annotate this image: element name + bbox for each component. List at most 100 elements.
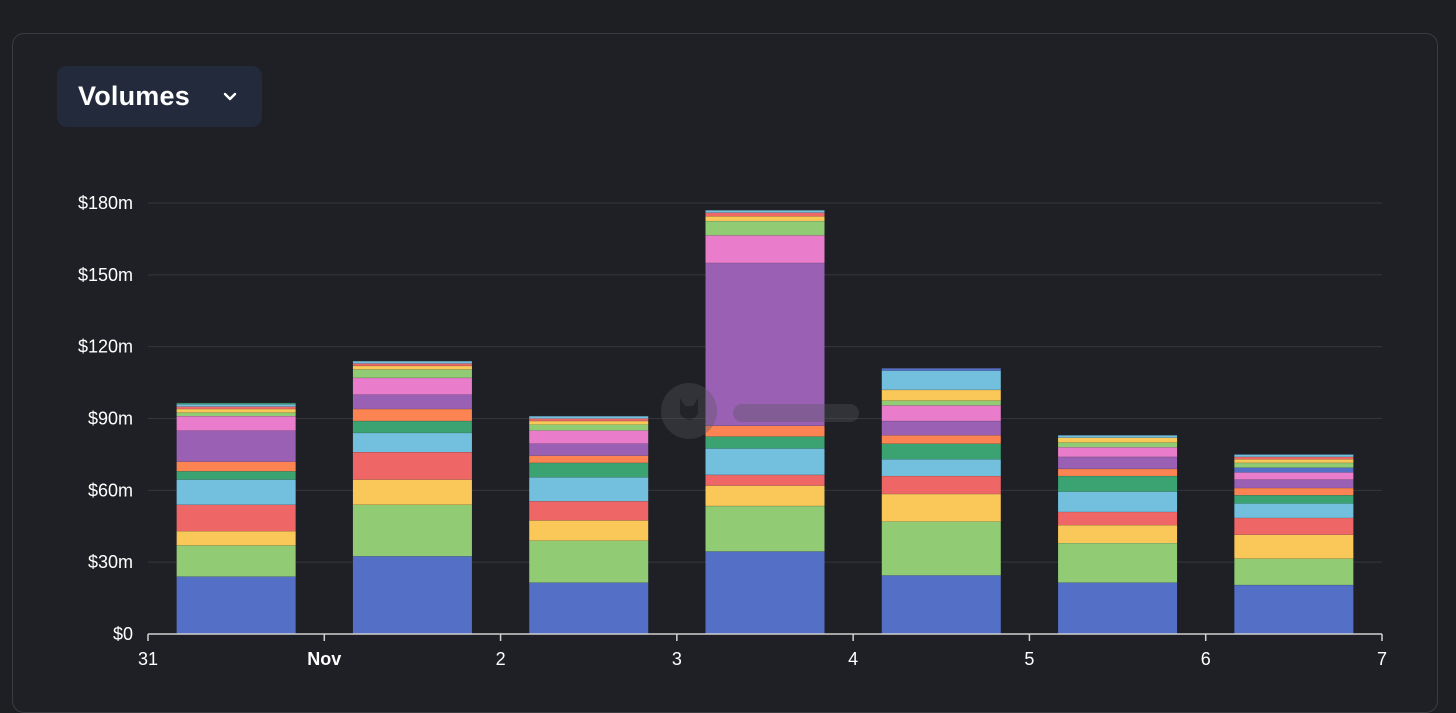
bar-stack[interactable] [881,367,1001,634]
bar-segment[interactable] [176,430,296,462]
bar-segment[interactable] [705,485,825,506]
bar-segment[interactable] [1058,456,1178,469]
bar-segment[interactable] [352,363,472,366]
bar-segment[interactable] [1234,462,1354,468]
bar-segment[interactable] [881,370,1001,390]
bar-segment[interactable] [176,408,296,413]
bar-segment[interactable] [176,479,296,505]
bar-segment[interactable] [705,220,825,236]
bar-segment[interactable] [1234,467,1354,473]
bar-segment[interactable] [352,408,472,421]
bar-segment[interactable] [176,531,296,546]
bar-segment[interactable] [352,377,472,395]
bar-segment[interactable] [1234,558,1354,585]
bar-segment[interactable] [352,432,472,453]
bar-segment[interactable] [1234,584,1354,634]
bar-segment[interactable] [1058,491,1178,512]
bar-segment[interactable] [881,575,1001,634]
bar-segment[interactable] [352,479,472,505]
bar-segment[interactable] [705,216,825,221]
bar-segment[interactable] [176,545,296,577]
bar-segment[interactable] [1058,447,1178,457]
bar-segment[interactable] [176,404,296,407]
metric-selector[interactable]: Volumes [57,66,262,127]
bar-segment[interactable] [881,405,1001,421]
bar-segment[interactable] [881,493,1001,522]
bar-segment[interactable] [529,540,649,583]
bar-segment[interactable] [881,521,1001,576]
bar-segment[interactable] [352,420,472,433]
bar-segment[interactable] [352,504,472,557]
bar-segment[interactable] [176,576,296,634]
bar-segment[interactable] [705,425,825,437]
bar-stack[interactable] [1234,454,1354,634]
bar-segment[interactable] [705,551,825,634]
bar-segment[interactable] [705,235,825,263]
bar-segment[interactable] [1058,582,1178,634]
bar-segment[interactable] [705,436,825,449]
bar-segment[interactable] [352,452,472,480]
bar-segment[interactable] [1234,472,1354,480]
bar-segment[interactable] [529,424,649,431]
bar-segment[interactable] [705,212,825,217]
bar-segment[interactable] [529,501,649,521]
bar-segment[interactable] [529,420,649,425]
bar-segment[interactable] [881,443,1001,460]
bar-segment[interactable] [352,361,472,364]
bar-segment[interactable] [1058,442,1178,448]
bar-segment[interactable] [176,416,296,431]
bar-segment[interactable] [1234,534,1354,559]
bar-stack[interactable] [352,360,472,634]
bar-segment[interactable] [705,474,825,486]
bar-segment[interactable] [1058,435,1178,438]
bar-segment[interactable] [881,389,1001,401]
bar-segment[interactable] [352,394,472,409]
bar-segment[interactable] [176,504,296,532]
bar-segment[interactable] [1234,454,1354,457]
bar-segment[interactable] [529,418,649,421]
bar-segment[interactable] [1058,437,1178,443]
bar-segment[interactable] [176,461,296,472]
bar-segment[interactable] [352,369,472,378]
bar-stack[interactable] [1058,434,1178,634]
bar-stack[interactable] [705,209,825,634]
bar-segment[interactable] [1234,503,1354,518]
bar-segment[interactable] [176,471,296,480]
bar-segment[interactable] [1058,511,1178,526]
bar-segment[interactable] [529,455,649,463]
bar-segment[interactable] [705,262,825,426]
bar-segment[interactable] [529,430,649,444]
bar-segment[interactable] [176,406,296,409]
bar-segment[interactable] [529,477,649,502]
bar-stack[interactable] [176,402,296,634]
bar-segment[interactable] [1058,475,1178,492]
bar-segment[interactable] [176,412,296,417]
bar-segment[interactable] [881,475,1001,494]
bar-segment[interactable] [881,400,1001,406]
bar-segment[interactable] [881,435,1001,444]
bar-stack[interactable] [529,415,649,634]
bar-segment[interactable] [881,368,1001,371]
bar-segment[interactable] [352,365,472,370]
bar-segment[interactable] [705,505,825,552]
bar-segment[interactable] [1058,525,1178,544]
bar-segment[interactable] [1234,487,1354,496]
bar-segment[interactable] [1234,495,1354,504]
bar-segment[interactable] [529,462,649,478]
bar-segment[interactable] [881,420,1001,436]
bar-segment[interactable] [176,402,296,405]
bar-segment[interactable] [1058,543,1178,583]
bar-segment[interactable] [529,582,649,634]
bar-segment[interactable] [705,448,825,475]
bar-segment[interactable] [705,210,825,213]
bar-segment[interactable] [1234,459,1354,463]
bar-segment[interactable] [1058,468,1178,476]
bar-segment[interactable] [1234,517,1354,535]
bar-segment[interactable] [1234,479,1354,488]
bar-segment[interactable] [529,520,649,541]
bar-segment[interactable] [529,416,649,419]
bar-segment[interactable] [881,459,1001,476]
bar-segment[interactable] [352,556,472,634]
bar-segment[interactable] [529,443,649,456]
bar-segment[interactable] [1234,456,1354,460]
